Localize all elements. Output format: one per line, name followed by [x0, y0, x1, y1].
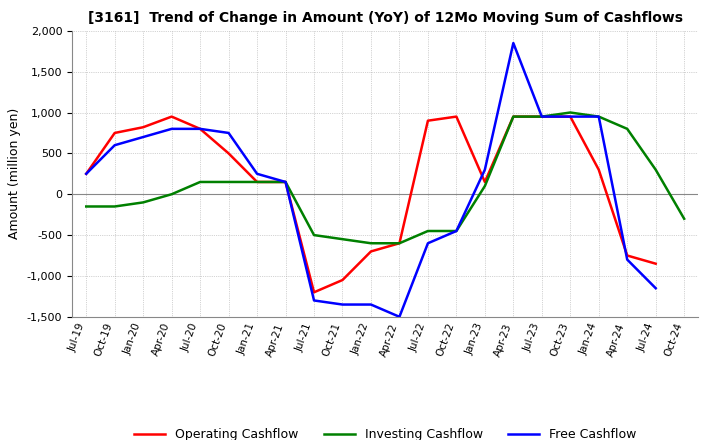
Investing Cashflow	[623, 126, 631, 132]
Free Cashflow	[82, 171, 91, 176]
Operating Cashflow	[310, 290, 318, 295]
Investing Cashflow	[82, 204, 91, 209]
Operating Cashflow	[225, 151, 233, 156]
Investing Cashflow	[225, 180, 233, 185]
Operating Cashflow	[537, 114, 546, 119]
Operating Cashflow	[82, 171, 91, 176]
Operating Cashflow	[423, 118, 432, 123]
Operating Cashflow	[139, 125, 148, 130]
Free Cashflow	[537, 114, 546, 119]
Investing Cashflow	[452, 228, 461, 234]
Free Cashflow	[253, 171, 261, 176]
Free Cashflow	[196, 126, 204, 132]
Investing Cashflow	[509, 114, 518, 119]
Operating Cashflow	[509, 114, 518, 119]
Investing Cashflow	[196, 180, 204, 185]
Free Cashflow	[225, 130, 233, 136]
Free Cashflow	[452, 228, 461, 234]
Investing Cashflow	[595, 114, 603, 119]
Investing Cashflow	[480, 183, 489, 189]
Operating Cashflow	[253, 180, 261, 185]
Free Cashflow	[395, 314, 404, 319]
Line: Investing Cashflow: Investing Cashflow	[86, 113, 684, 243]
Operating Cashflow	[452, 114, 461, 119]
Line: Operating Cashflow: Operating Cashflow	[86, 117, 656, 292]
Investing Cashflow	[423, 228, 432, 234]
Operating Cashflow	[196, 126, 204, 132]
Investing Cashflow	[282, 180, 290, 185]
Operating Cashflow	[652, 261, 660, 266]
Investing Cashflow	[395, 241, 404, 246]
Operating Cashflow	[566, 114, 575, 119]
Operating Cashflow	[110, 130, 119, 136]
Investing Cashflow	[110, 204, 119, 209]
Free Cashflow	[652, 286, 660, 291]
Free Cashflow	[110, 143, 119, 148]
Operating Cashflow	[282, 180, 290, 185]
Investing Cashflow	[167, 191, 176, 197]
Free Cashflow	[423, 241, 432, 246]
Investing Cashflow	[537, 114, 546, 119]
Operating Cashflow	[595, 167, 603, 172]
Free Cashflow	[282, 180, 290, 185]
Operating Cashflow	[395, 241, 404, 246]
Operating Cashflow	[338, 277, 347, 282]
Free Cashflow	[366, 302, 375, 307]
Free Cashflow	[566, 114, 575, 119]
Investing Cashflow	[366, 241, 375, 246]
Free Cashflow	[167, 126, 176, 132]
Free Cashflow	[509, 40, 518, 46]
Title: [3161]  Trend of Change in Amount (YoY) of 12Mo Moving Sum of Cashflows: [3161] Trend of Change in Amount (YoY) o…	[88, 11, 683, 26]
Y-axis label: Amount (million yen): Amount (million yen)	[8, 108, 21, 239]
Free Cashflow	[338, 302, 347, 307]
Investing Cashflow	[139, 200, 148, 205]
Free Cashflow	[595, 114, 603, 119]
Operating Cashflow	[480, 180, 489, 185]
Investing Cashflow	[310, 232, 318, 238]
Investing Cashflow	[680, 216, 688, 221]
Free Cashflow	[623, 257, 631, 262]
Investing Cashflow	[253, 180, 261, 185]
Operating Cashflow	[366, 249, 375, 254]
Free Cashflow	[139, 134, 148, 139]
Operating Cashflow	[623, 253, 631, 258]
Investing Cashflow	[338, 237, 347, 242]
Line: Free Cashflow: Free Cashflow	[86, 43, 656, 317]
Free Cashflow	[480, 167, 489, 172]
Investing Cashflow	[652, 167, 660, 172]
Free Cashflow	[310, 298, 318, 303]
Legend: Operating Cashflow, Investing Cashflow, Free Cashflow: Operating Cashflow, Investing Cashflow, …	[129, 423, 642, 440]
Operating Cashflow	[167, 114, 176, 119]
Investing Cashflow	[566, 110, 575, 115]
